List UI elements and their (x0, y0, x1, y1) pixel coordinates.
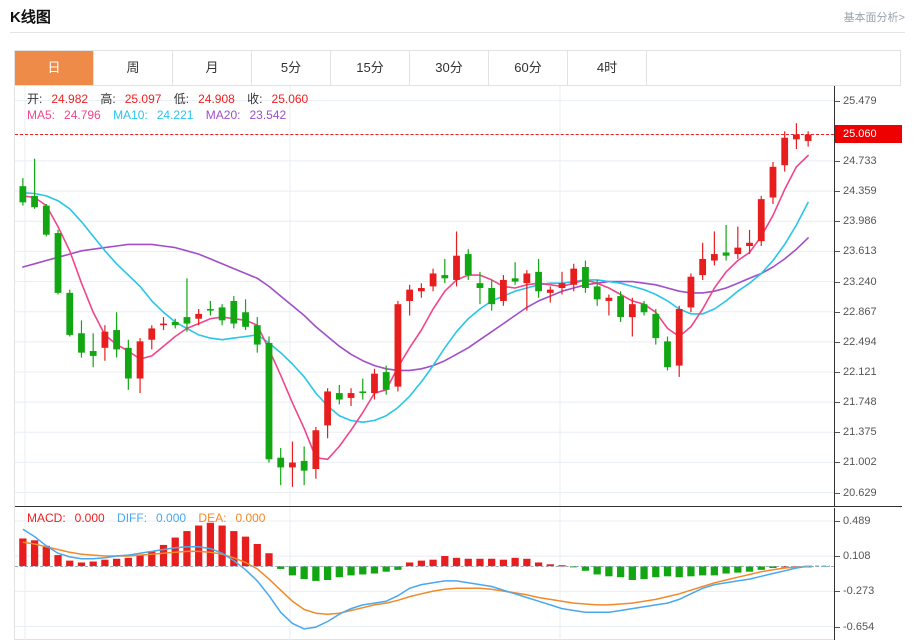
macd-axis: 0.489 0.108 -0.273 -0.654 (835, 508, 902, 640)
tab-6[interactable]: 60分 (489, 51, 568, 85)
page-title: K线图 (10, 9, 51, 26)
current-price-badge: 25.060 (835, 125, 902, 144)
price-axis-label: 20.629 (843, 486, 877, 499)
macd-axis-label: 0.108 (843, 550, 871, 563)
tab-3[interactable]: 5分 (252, 51, 331, 85)
dea-label: DEA: (198, 511, 227, 525)
tab-label: 30分 (435, 60, 463, 75)
tab-filler (647, 51, 900, 85)
price-axis-label: 22.867 (843, 305, 877, 318)
tab-7[interactable]: 4时 (568, 51, 647, 85)
price-tick (835, 251, 840, 253)
price-axis-label: 21.375 (843, 426, 877, 439)
ma-info-row: MA5: 24.796 MA10: 24.221 MA20: 23.542 (27, 108, 295, 122)
ma5-label: MA5: (27, 108, 56, 122)
ma10-value: 24.221 (156, 108, 194, 122)
page-header: K线图 基本面分析> (0, 0, 915, 33)
price-axis-label: 23.986 (843, 215, 877, 228)
tab-label: 日 (47, 60, 61, 75)
macd-tick (835, 556, 840, 558)
price-axis-label: 24.733 (843, 154, 877, 167)
close-label: 收: (247, 92, 263, 106)
price-axis-label: 21.002 (843, 456, 877, 469)
candlestick-plot[interactable] (15, 86, 834, 506)
ma10-label: MA10: (113, 108, 148, 122)
open-label: 开: (27, 92, 43, 106)
candlestick-panel: 25.479 25.060 24.733 24.359 23.986 23.613 23.2… (15, 86, 902, 507)
price-tick (835, 100, 840, 102)
ohlc-info-row: 开: 24.982 高: 25.097 低: 24.908 收: 25.060 (27, 90, 317, 107)
chart-frame: 25.479 25.060 24.733 24.359 23.986 23.613 23.2… (14, 86, 902, 640)
macd-tick (835, 591, 840, 593)
price-axis-label: 25.479 (843, 94, 877, 107)
price-axis-label: 21.748 (843, 396, 877, 409)
high-label: 高: (100, 92, 116, 106)
k-axis-rail (834, 86, 835, 506)
macd-axis-label: 0.489 (843, 515, 871, 527)
macd-zero-line (15, 566, 834, 568)
price-axis-label: 24.359 (843, 185, 877, 198)
tab-0[interactable]: 日 (15, 51, 94, 85)
ma20-value: 23.542 (249, 108, 287, 122)
high-value: 25.097 (124, 92, 162, 106)
macd-plot[interactable] (15, 508, 834, 640)
price-tick (835, 492, 840, 494)
macd-axis-rail (834, 508, 835, 640)
price-tick (835, 191, 840, 193)
fundamental-analysis-link[interactable]: 基本面分析> (843, 12, 905, 24)
diff-value: 0.000 (156, 511, 187, 525)
low-label: 低: (173, 92, 190, 106)
macd-tick (835, 626, 840, 628)
tab-label: 60分 (514, 60, 542, 75)
tab-label: 15分 (356, 60, 384, 75)
price-axis-label: 22.494 (843, 335, 877, 348)
dea-value: 0.000 (235, 511, 266, 525)
tab-2[interactable]: 月 (173, 51, 252, 85)
tab-label: 4时 (596, 60, 618, 75)
price-axis-label: 23.240 (843, 275, 877, 288)
ma20-label: MA20: (205, 108, 241, 122)
price-tick (835, 462, 840, 464)
tab-label: 月 (205, 60, 219, 75)
macd-axis-label: -0.654 (843, 620, 875, 633)
macd-legend-row: MACD: 0.000 DIFF: 0.000 DEA: 0.000 (27, 511, 274, 525)
tab-5[interactable]: 30分 (410, 51, 489, 85)
tab-label: 周 (126, 60, 140, 75)
price-tick (835, 371, 840, 373)
price-tick (835, 281, 840, 283)
macd-value: 0.000 (74, 511, 105, 525)
macd-label: MACD: (27, 511, 66, 525)
price-axis-label: 23.613 (843, 245, 877, 258)
close-value: 25.060 (271, 92, 309, 106)
tab-label: 5分 (280, 60, 302, 75)
open-value: 24.982 (51, 92, 89, 106)
price-tick (835, 311, 840, 313)
macd-axis-label: -0.273 (843, 585, 875, 598)
price-tick (835, 160, 840, 162)
price-tick (835, 221, 840, 223)
price-axis-label: 22.121 (843, 365, 877, 378)
ma5-value: 24.796 (64, 108, 101, 122)
price-tick (835, 341, 840, 343)
price-tick (835, 432, 840, 434)
macd-tick (835, 521, 840, 522)
price-tick (835, 402, 840, 404)
timeframe-tabbar: 日 周 月 5分 15分 30分 60分 4时 (14, 50, 901, 86)
current-price-line (15, 134, 834, 136)
low-value: 24.908 (198, 92, 235, 106)
tab-4[interactable]: 15分 (331, 51, 410, 85)
diff-label: DIFF: (117, 511, 148, 525)
price-axis: 25.479 25.060 24.733 24.359 23.986 23.613 23.2… (835, 86, 902, 506)
header-divider (10, 32, 905, 33)
tab-1[interactable]: 周 (94, 51, 173, 85)
macd-panel: 0.489 0.108 -0.273 -0.654 MACD: 0.000 DIFF: 0… (15, 508, 902, 640)
